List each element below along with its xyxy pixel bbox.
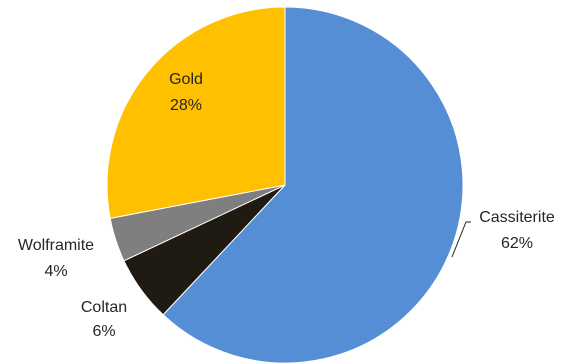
slice-value-gold: 28% (170, 97, 202, 114)
pie-slice-gold (106, 6, 286, 219)
slice-label-wolframite: Wolframite (18, 237, 94, 254)
slice-label-coltan: Coltan (81, 299, 127, 316)
slice-value-wolframite: 4% (44, 263, 67, 280)
pie-slice-cassiterite (162, 6, 464, 364)
leader-lines-layer (451, 221, 471, 258)
slice-label-gold: Gold (169, 71, 203, 88)
leader-line-cassiterite (451, 221, 471, 258)
labels-layer: Cassiterite 62% Coltan 6% Wolframite 4% Gold 28… (18, 71, 555, 340)
slice-value-cassiterite: 62% (501, 235, 533, 252)
slice-value-coltan: 6% (92, 323, 115, 340)
slices-layer (106, 6, 464, 364)
slice-label-cassiterite: Cassiterite (479, 209, 555, 226)
